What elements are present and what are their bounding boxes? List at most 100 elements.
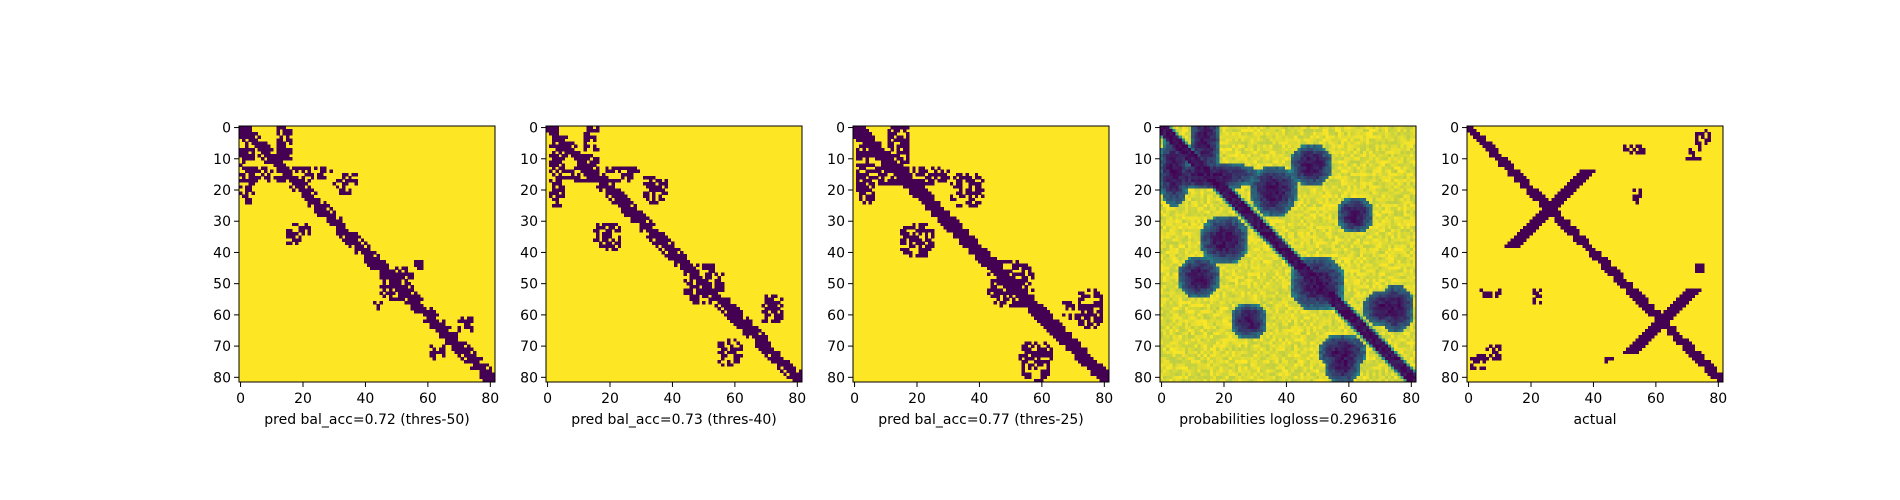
heatmap-cell — [1071, 303, 1075, 308]
heatmap-cell — [301, 185, 305, 189]
heatmap-cell — [1275, 126, 1279, 130]
heatmap-cell — [1284, 175, 1289, 180]
heatmap-cell — [1384, 126, 1389, 130]
heatmap-cell — [1334, 138, 1339, 142]
heatmap-cell — [1391, 194, 1395, 199]
x-tick-label: 80 — [788, 391, 806, 407]
heatmap-cell — [1169, 179, 1173, 183]
heatmap-cell — [1222, 204, 1226, 208]
heatmap-cell — [1288, 197, 1292, 202]
heatmap-cell — [974, 254, 979, 258]
heatmap-cell — [1400, 160, 1404, 164]
heatmap-cell — [1213, 166, 1217, 171]
heatmap-cell — [686, 269, 690, 274]
heatmap-cell — [348, 179, 352, 183]
heatmap-cell — [1322, 179, 1326, 183]
heatmap-cell — [605, 194, 609, 199]
heatmap-cell — [1281, 135, 1286, 139]
heatmap-cell — [786, 363, 790, 367]
heatmap-cell — [1325, 200, 1329, 205]
y-tick-label: 30 — [213, 214, 231, 230]
heatmap-cell — [1353, 129, 1357, 133]
heatmap-cell — [1203, 147, 1208, 152]
heatmap-cell — [705, 275, 709, 280]
heatmap-cell — [617, 191, 622, 195]
heatmap-cell — [1178, 147, 1183, 152]
heatmap-cell — [642, 219, 647, 224]
heatmap-cell — [251, 169, 255, 174]
heatmap-cell — [931, 207, 935, 211]
heatmap-cell — [1080, 307, 1085, 311]
heatmap-cell — [1074, 341, 1079, 345]
heatmap-cell — [1322, 204, 1326, 208]
heatmap-cell — [1163, 163, 1167, 167]
heatmap-cell — [1256, 132, 1261, 136]
heatmap-cell — [1362, 147, 1367, 152]
heatmap-cell — [1312, 207, 1317, 211]
heatmap-cell — [859, 150, 863, 155]
heatmap-cell — [1253, 194, 1258, 199]
heatmap-cell — [416, 294, 421, 299]
heatmap-cell — [708, 269, 712, 274]
heatmap-cell — [655, 244, 659, 249]
heatmap-cell — [242, 166, 246, 171]
heatmap-cell — [874, 157, 879, 161]
heatmap-cell — [636, 210, 640, 214]
heatmap-cell — [1219, 138, 1223, 142]
heatmap-cell — [555, 188, 559, 192]
heatmap-cell — [1065, 335, 1069, 339]
heatmap-cell — [1259, 154, 1264, 158]
heatmap-cell — [338, 229, 343, 233]
heatmap-cell — [645, 175, 650, 180]
heatmap-cell — [1356, 150, 1361, 155]
heatmap-cell — [1294, 160, 1298, 164]
heatmap-cell — [1213, 144, 1217, 149]
heatmap-cell — [1294, 182, 1298, 186]
heatmap-cell — [1406, 207, 1411, 211]
heatmap-cell — [727, 316, 731, 320]
heatmap-cell — [1353, 138, 1357, 142]
heatmap-cell — [1181, 185, 1186, 189]
heatmap-cell — [856, 172, 860, 177]
heatmap-cell — [927, 207, 932, 211]
heatmap-cell — [1046, 350, 1050, 355]
heatmap-cell — [1284, 197, 1289, 202]
heatmap-cell — [649, 200, 653, 205]
heatmap-cell — [1378, 138, 1382, 142]
heatmap-cell — [1319, 179, 1323, 183]
heatmap-cell — [764, 300, 768, 305]
heatmap-cell — [1241, 169, 1245, 174]
heatmap-cell — [1228, 175, 1233, 180]
heatmap-cell — [245, 144, 249, 149]
heatmap-cell — [555, 147, 559, 152]
heatmap-cell — [1099, 378, 1104, 383]
heatmap-cell — [251, 179, 255, 183]
heatmap-cell — [780, 360, 784, 364]
heatmap-cell — [745, 328, 750, 333]
heatmap-cell — [630, 216, 634, 220]
heatmap-cell — [1319, 129, 1323, 133]
heatmap-cell — [454, 338, 458, 342]
heatmap-cell — [906, 172, 910, 177]
heatmap-cell — [770, 310, 775, 314]
heatmap-cell — [627, 166, 631, 171]
heatmap-cell — [276, 129, 280, 133]
heatmap-cell — [1093, 316, 1097, 320]
heatmap-cell — [717, 344, 722, 348]
heatmap-cell — [1181, 126, 1186, 130]
heatmap-cell — [1084, 353, 1088, 358]
heatmap-cell — [410, 300, 415, 305]
heatmap-cell — [971, 241, 976, 245]
heatmap-cell — [1219, 179, 1223, 183]
heatmap-cell — [1034, 366, 1038, 370]
heatmap-cell — [1250, 138, 1254, 142]
heatmap-cell — [1216, 175, 1220, 180]
heatmap-cell — [1319, 144, 1323, 149]
heatmap-cell — [1272, 166, 1276, 171]
heatmap-cell — [692, 300, 697, 305]
heatmap-cell — [1234, 207, 1239, 211]
heatmap-cell — [871, 194, 876, 199]
heatmap-cell — [1228, 179, 1233, 183]
heatmap-cell — [1206, 194, 1211, 199]
heatmap-cell — [1394, 163, 1398, 167]
